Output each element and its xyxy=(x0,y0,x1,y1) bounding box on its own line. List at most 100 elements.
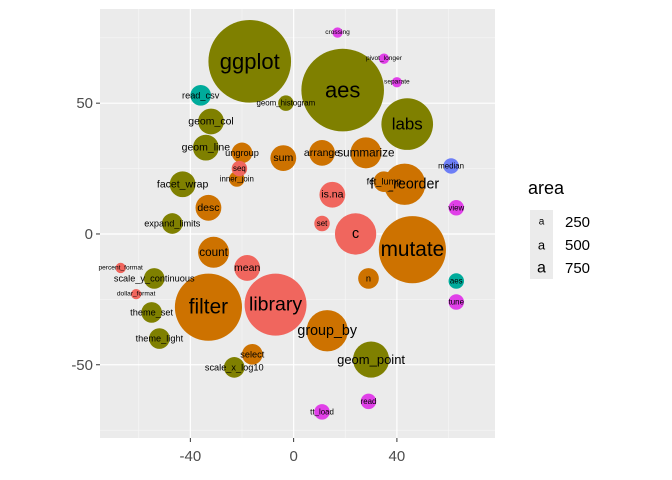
bubble xyxy=(319,181,346,208)
bubble-label: geom_col xyxy=(188,115,234,127)
bubble xyxy=(244,273,307,336)
legend-label: 250 xyxy=(565,214,590,231)
legend-key xyxy=(530,233,553,256)
bubble-label: mutate xyxy=(381,238,445,261)
bubble xyxy=(448,294,465,310)
bubble xyxy=(143,268,165,289)
bubble xyxy=(350,137,382,169)
bubble xyxy=(309,139,335,166)
bubble-label: filter xyxy=(189,296,228,319)
bubble-label: geom_line xyxy=(182,142,231,154)
bubble-label: inner_join xyxy=(220,175,254,184)
bubbles: ggplot aes labs mutate filter library group_by… xyxy=(98,20,465,420)
legend-label: 500 xyxy=(565,237,590,254)
bubble xyxy=(358,268,379,289)
bubble xyxy=(161,213,183,234)
bubble-label: median xyxy=(438,161,464,170)
bubble xyxy=(360,393,377,410)
bubble xyxy=(174,273,242,341)
bubble-label: pivot_longer xyxy=(366,55,403,62)
bubble-label: group_by xyxy=(297,323,357,339)
bubble xyxy=(241,343,263,365)
bubble xyxy=(198,236,230,268)
bubble-label: is.na xyxy=(321,189,343,201)
x-tick-label: 40 xyxy=(389,448,406,465)
bubble-label: dollar_format xyxy=(117,291,156,298)
bubble xyxy=(198,108,224,135)
bubble xyxy=(190,84,212,106)
bubble-label: aes xyxy=(450,277,463,286)
bubble-label: percent_format xyxy=(98,264,143,271)
bubble xyxy=(391,77,403,88)
bubble xyxy=(141,302,162,323)
legend-key xyxy=(530,256,553,279)
bubble xyxy=(231,142,253,164)
legend: area a 250 a 500 a 750 xyxy=(528,178,590,279)
bubble-label: facet_wrap xyxy=(157,178,209,190)
bubble-label: tune xyxy=(449,297,465,306)
bubble xyxy=(314,404,330,420)
bubble-label: c xyxy=(352,226,359,242)
legend-key-glyph: a xyxy=(537,260,546,277)
bubble xyxy=(334,213,377,255)
bubble-label: ggplot xyxy=(220,49,280,74)
bubble xyxy=(381,98,434,150)
bubble-label: select xyxy=(240,349,264,359)
bubble-label: fct_lump xyxy=(367,177,402,187)
bubble xyxy=(443,158,459,174)
bubble xyxy=(378,53,390,64)
y-tick-label: 0 xyxy=(85,226,93,243)
bubble xyxy=(234,255,261,281)
bubble xyxy=(278,95,294,111)
axes: -40 0 40 -50 0 50 xyxy=(71,95,405,465)
bubble xyxy=(301,48,384,132)
bubble-label: theme_light xyxy=(136,334,184,344)
bubble xyxy=(353,341,390,378)
bubble-label: geom_point xyxy=(337,352,405,367)
bubble xyxy=(378,216,446,284)
bubble-label: scale_x_log10 xyxy=(205,362,264,372)
bubble-label: read_csv xyxy=(182,90,220,100)
bubble xyxy=(448,273,465,289)
bubble xyxy=(208,20,292,103)
x-tick-label: -40 xyxy=(180,448,202,465)
bubble-label: count xyxy=(199,246,228,259)
bubble-label: theme_set xyxy=(130,307,173,317)
bubble-label: ungroup xyxy=(225,148,259,158)
bubble-label: scale_y_continuous xyxy=(114,273,195,283)
bubble xyxy=(306,310,348,352)
bubble-label: library xyxy=(249,294,302,316)
bubble-label: read xyxy=(361,397,377,406)
bubble xyxy=(332,27,343,38)
y-tick-label: 50 xyxy=(76,95,93,112)
legend-key-glyph: a xyxy=(539,217,545,228)
bubble-label: expand_limits xyxy=(144,219,201,229)
bubble-label: crossing xyxy=(325,29,350,36)
bubble-label: desc xyxy=(197,202,219,214)
bubble-label: sum xyxy=(273,152,293,164)
bubble-label: n xyxy=(366,273,371,283)
bubble xyxy=(270,145,297,172)
bubble xyxy=(149,328,170,349)
x-tick-label: 0 xyxy=(289,448,297,465)
bubble xyxy=(195,194,222,221)
bubble xyxy=(192,134,219,161)
bubble-label: separate xyxy=(384,79,410,86)
bubble xyxy=(231,160,248,177)
bubble-label: tt_load xyxy=(310,407,334,416)
bubble-label: seq xyxy=(233,164,246,173)
bubble-label: geom_histogram xyxy=(256,99,315,108)
bubble-label: summarize xyxy=(337,146,394,159)
bubble-label: set xyxy=(317,219,328,228)
bubble-label: labs xyxy=(392,115,423,134)
legend-title: area xyxy=(528,178,565,198)
bubble-label: aes xyxy=(325,78,360,103)
bubble xyxy=(448,200,465,216)
bubble xyxy=(383,163,426,205)
bubble xyxy=(115,262,126,274)
legend-key xyxy=(530,210,553,233)
bubble xyxy=(169,171,196,198)
bubble-label: view xyxy=(448,203,464,212)
bubble xyxy=(373,171,395,192)
